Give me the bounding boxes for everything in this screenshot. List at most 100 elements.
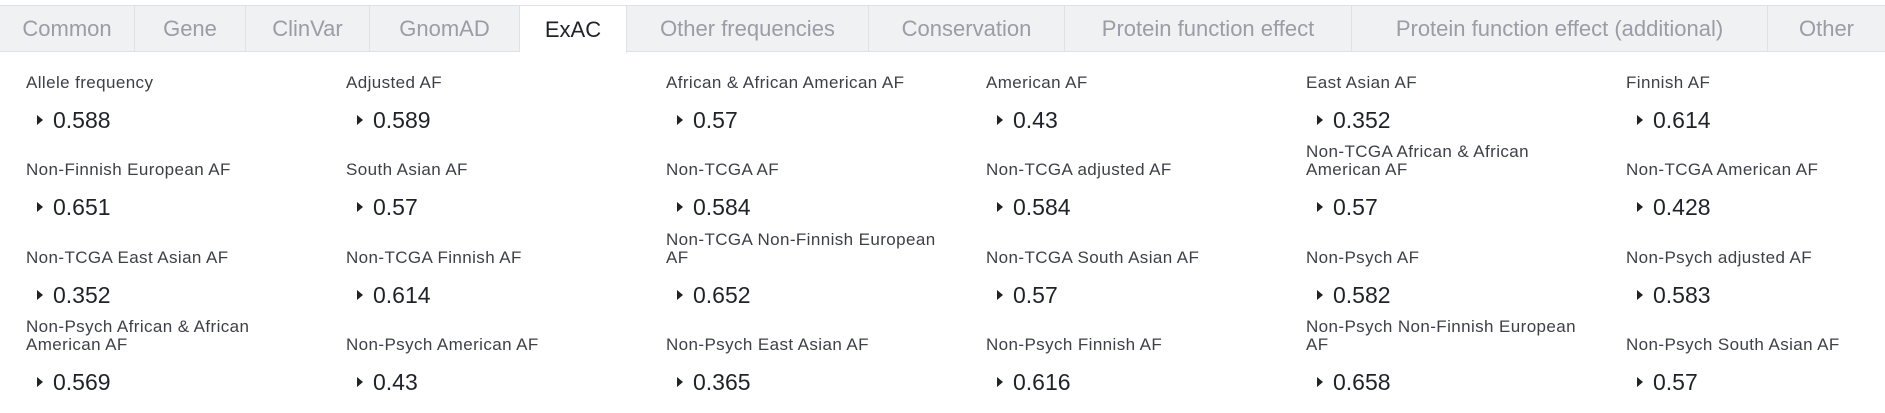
field-value-toggle[interactable]: 0.428 bbox=[1637, 194, 1711, 220]
field-value-toggle[interactable]: 0.616 bbox=[997, 369, 1071, 395]
field-label: Allele frequency bbox=[26, 73, 154, 92]
caret-right-icon bbox=[997, 377, 1003, 387]
caret-right-icon bbox=[37, 290, 43, 300]
caret-right-icon bbox=[997, 290, 1003, 300]
field-value: 0.614 bbox=[1653, 106, 1711, 133]
field-value-toggle[interactable]: 0.569 bbox=[37, 369, 111, 395]
field-value-toggle[interactable]: 0.588 bbox=[37, 107, 111, 133]
field-label: Non-Psych East Asian AF bbox=[666, 335, 869, 354]
field-allele-frequency: Allele frequency 0.588 bbox=[26, 52, 326, 139]
field-value: 0.57 bbox=[693, 106, 738, 133]
field-value: 0.352 bbox=[1333, 106, 1391, 133]
field-non-tcga-east-asian-af: Non-TCGA East Asian AF 0.352 bbox=[26, 227, 326, 314]
field-value-toggle[interactable]: 0.582 bbox=[1317, 282, 1391, 308]
tab-common[interactable]: Common bbox=[0, 6, 135, 51]
tab-conservation[interactable]: Conservation bbox=[869, 6, 1065, 51]
field-non-finnish-european-af: Non-Finnish European AF 0.651 bbox=[26, 139, 326, 226]
tab-other-frequencies[interactable]: Other frequencies bbox=[627, 6, 869, 51]
field-non-tcga-american-af: Non-TCGA American AF 0.428 bbox=[1626, 139, 1885, 226]
field-non-tcga-south-asian-af: Non-TCGA South Asian AF 0.57 bbox=[986, 227, 1286, 314]
field-value-toggle[interactable]: 0.57 bbox=[357, 194, 418, 220]
caret-right-icon bbox=[357, 290, 363, 300]
caret-right-icon bbox=[357, 115, 363, 125]
field-value-toggle[interactable]: 0.652 bbox=[677, 282, 751, 308]
field-non-psych-east-asian-af: Non-Psych East Asian AF 0.365 bbox=[666, 314, 966, 401]
field-non-psych-finnish-af: Non-Psych Finnish AF 0.616 bbox=[986, 314, 1286, 401]
tab-protein-function-effect[interactable]: Protein function effect bbox=[1065, 6, 1352, 51]
caret-right-icon bbox=[37, 115, 43, 125]
field-value: 0.584 bbox=[693, 193, 751, 220]
field-non-tcga-af: Non-TCGA AF 0.584 bbox=[666, 139, 966, 226]
field-value: 0.365 bbox=[693, 368, 751, 395]
field-label: Non-Psych Non-Finnish European AF bbox=[1306, 317, 1576, 354]
field-value: 0.428 bbox=[1653, 193, 1711, 220]
caret-right-icon bbox=[357, 202, 363, 212]
field-value-toggle[interactable]: 0.43 bbox=[997, 107, 1058, 133]
field-label: Non-Psych South Asian AF bbox=[1626, 335, 1840, 354]
field-label: Adjusted AF bbox=[346, 73, 443, 92]
caret-right-icon bbox=[1637, 377, 1643, 387]
caret-right-icon bbox=[1637, 290, 1643, 300]
tab-clinvar[interactable]: ClinVar bbox=[246, 6, 370, 51]
tab-exac[interactable]: ExAC bbox=[520, 6, 627, 54]
field-american-af: American AF 0.43 bbox=[986, 52, 1286, 139]
tab-bar: Common Gene ClinVar GnomAD ExAC Other fr… bbox=[0, 5, 1885, 54]
field-adjusted-af: Adjusted AF 0.589 bbox=[346, 52, 646, 139]
field-east-asian-af: East Asian AF 0.352 bbox=[1306, 52, 1606, 139]
field-value-toggle[interactable]: 0.584 bbox=[997, 194, 1071, 220]
field-south-asian-af: South Asian AF 0.57 bbox=[346, 139, 646, 226]
field-non-psych-african-american-af: Non-Psych African & African American AF … bbox=[26, 314, 326, 401]
field-value-toggle[interactable]: 0.57 bbox=[677, 107, 738, 133]
field-value-toggle[interactable]: 0.57 bbox=[997, 282, 1058, 308]
field-value-toggle[interactable]: 0.57 bbox=[1317, 194, 1378, 220]
caret-right-icon bbox=[37, 377, 43, 387]
field-value-toggle[interactable]: 0.583 bbox=[1637, 282, 1711, 308]
field-value: 0.651 bbox=[53, 193, 111, 220]
caret-right-icon bbox=[677, 202, 683, 212]
tab-protein-function-effect-additional[interactable]: Protein function effect (additional) bbox=[1352, 6, 1768, 51]
field-value-toggle[interactable]: 0.651 bbox=[37, 194, 111, 220]
field-non-psych-af: Non-Psych AF 0.582 bbox=[1306, 227, 1606, 314]
field-value-toggle[interactable]: 0.352 bbox=[1317, 107, 1391, 133]
field-value: 0.57 bbox=[1333, 193, 1378, 220]
caret-right-icon bbox=[677, 377, 683, 387]
field-label: Non-TCGA Finnish AF bbox=[346, 248, 522, 267]
field-label: South Asian AF bbox=[346, 160, 468, 179]
field-label: Non-Finnish European AF bbox=[26, 160, 231, 179]
caret-right-icon bbox=[357, 377, 363, 387]
field-value-toggle[interactable]: 0.43 bbox=[357, 369, 418, 395]
field-label: African & African American AF bbox=[666, 73, 905, 92]
caret-right-icon bbox=[1317, 115, 1323, 125]
field-label: Non-TCGA Non-Finnish European AF bbox=[666, 230, 936, 267]
field-value: 0.588 bbox=[53, 106, 111, 133]
tab-other[interactable]: Other bbox=[1798, 15, 1855, 41]
field-african-american-af: African & African American AF 0.57 bbox=[666, 52, 966, 139]
exac-frequency-grid: Allele frequency 0.588 Adjusted AF 0.589… bbox=[26, 52, 1885, 413]
field-value: 0.57 bbox=[1013, 281, 1058, 308]
caret-right-icon bbox=[1317, 290, 1323, 300]
field-value: 0.658 bbox=[1333, 368, 1391, 395]
field-value-toggle[interactable]: 0.614 bbox=[357, 282, 431, 308]
field-value: 0.652 bbox=[693, 281, 751, 308]
field-value-toggle[interactable]: 0.658 bbox=[1317, 369, 1391, 395]
field-value: 0.589 bbox=[373, 106, 431, 133]
tab-gene[interactable]: Gene bbox=[135, 6, 246, 51]
field-non-psych-american-af: Non-Psych American AF 0.43 bbox=[346, 314, 646, 401]
field-value: 0.584 bbox=[1013, 193, 1071, 220]
caret-right-icon bbox=[37, 202, 43, 212]
field-label: Non-Psych American AF bbox=[346, 335, 539, 354]
caret-right-icon bbox=[677, 290, 683, 300]
field-value-toggle[interactable]: 0.589 bbox=[357, 107, 431, 133]
field-value-toggle[interactable]: 0.57 bbox=[1637, 369, 1698, 395]
field-label: Non-TCGA South Asian AF bbox=[986, 248, 1200, 267]
field-value-toggle[interactable]: 0.614 bbox=[1637, 107, 1711, 133]
field-value: 0.616 bbox=[1013, 368, 1071, 395]
tab-gnomad[interactable]: GnomAD bbox=[370, 6, 520, 51]
field-value: 0.583 bbox=[1653, 281, 1711, 308]
field-non-psych-adjusted-af: Non-Psych adjusted AF 0.583 bbox=[1626, 227, 1885, 314]
caret-right-icon bbox=[997, 115, 1003, 125]
field-value-toggle[interactable]: 0.365 bbox=[677, 369, 751, 395]
field-non-tcga-non-finnish-european-af: Non-TCGA Non-Finnish European AF 0.652 bbox=[666, 227, 966, 314]
field-value-toggle[interactable]: 0.584 bbox=[677, 194, 751, 220]
field-value-toggle[interactable]: 0.352 bbox=[37, 282, 111, 308]
